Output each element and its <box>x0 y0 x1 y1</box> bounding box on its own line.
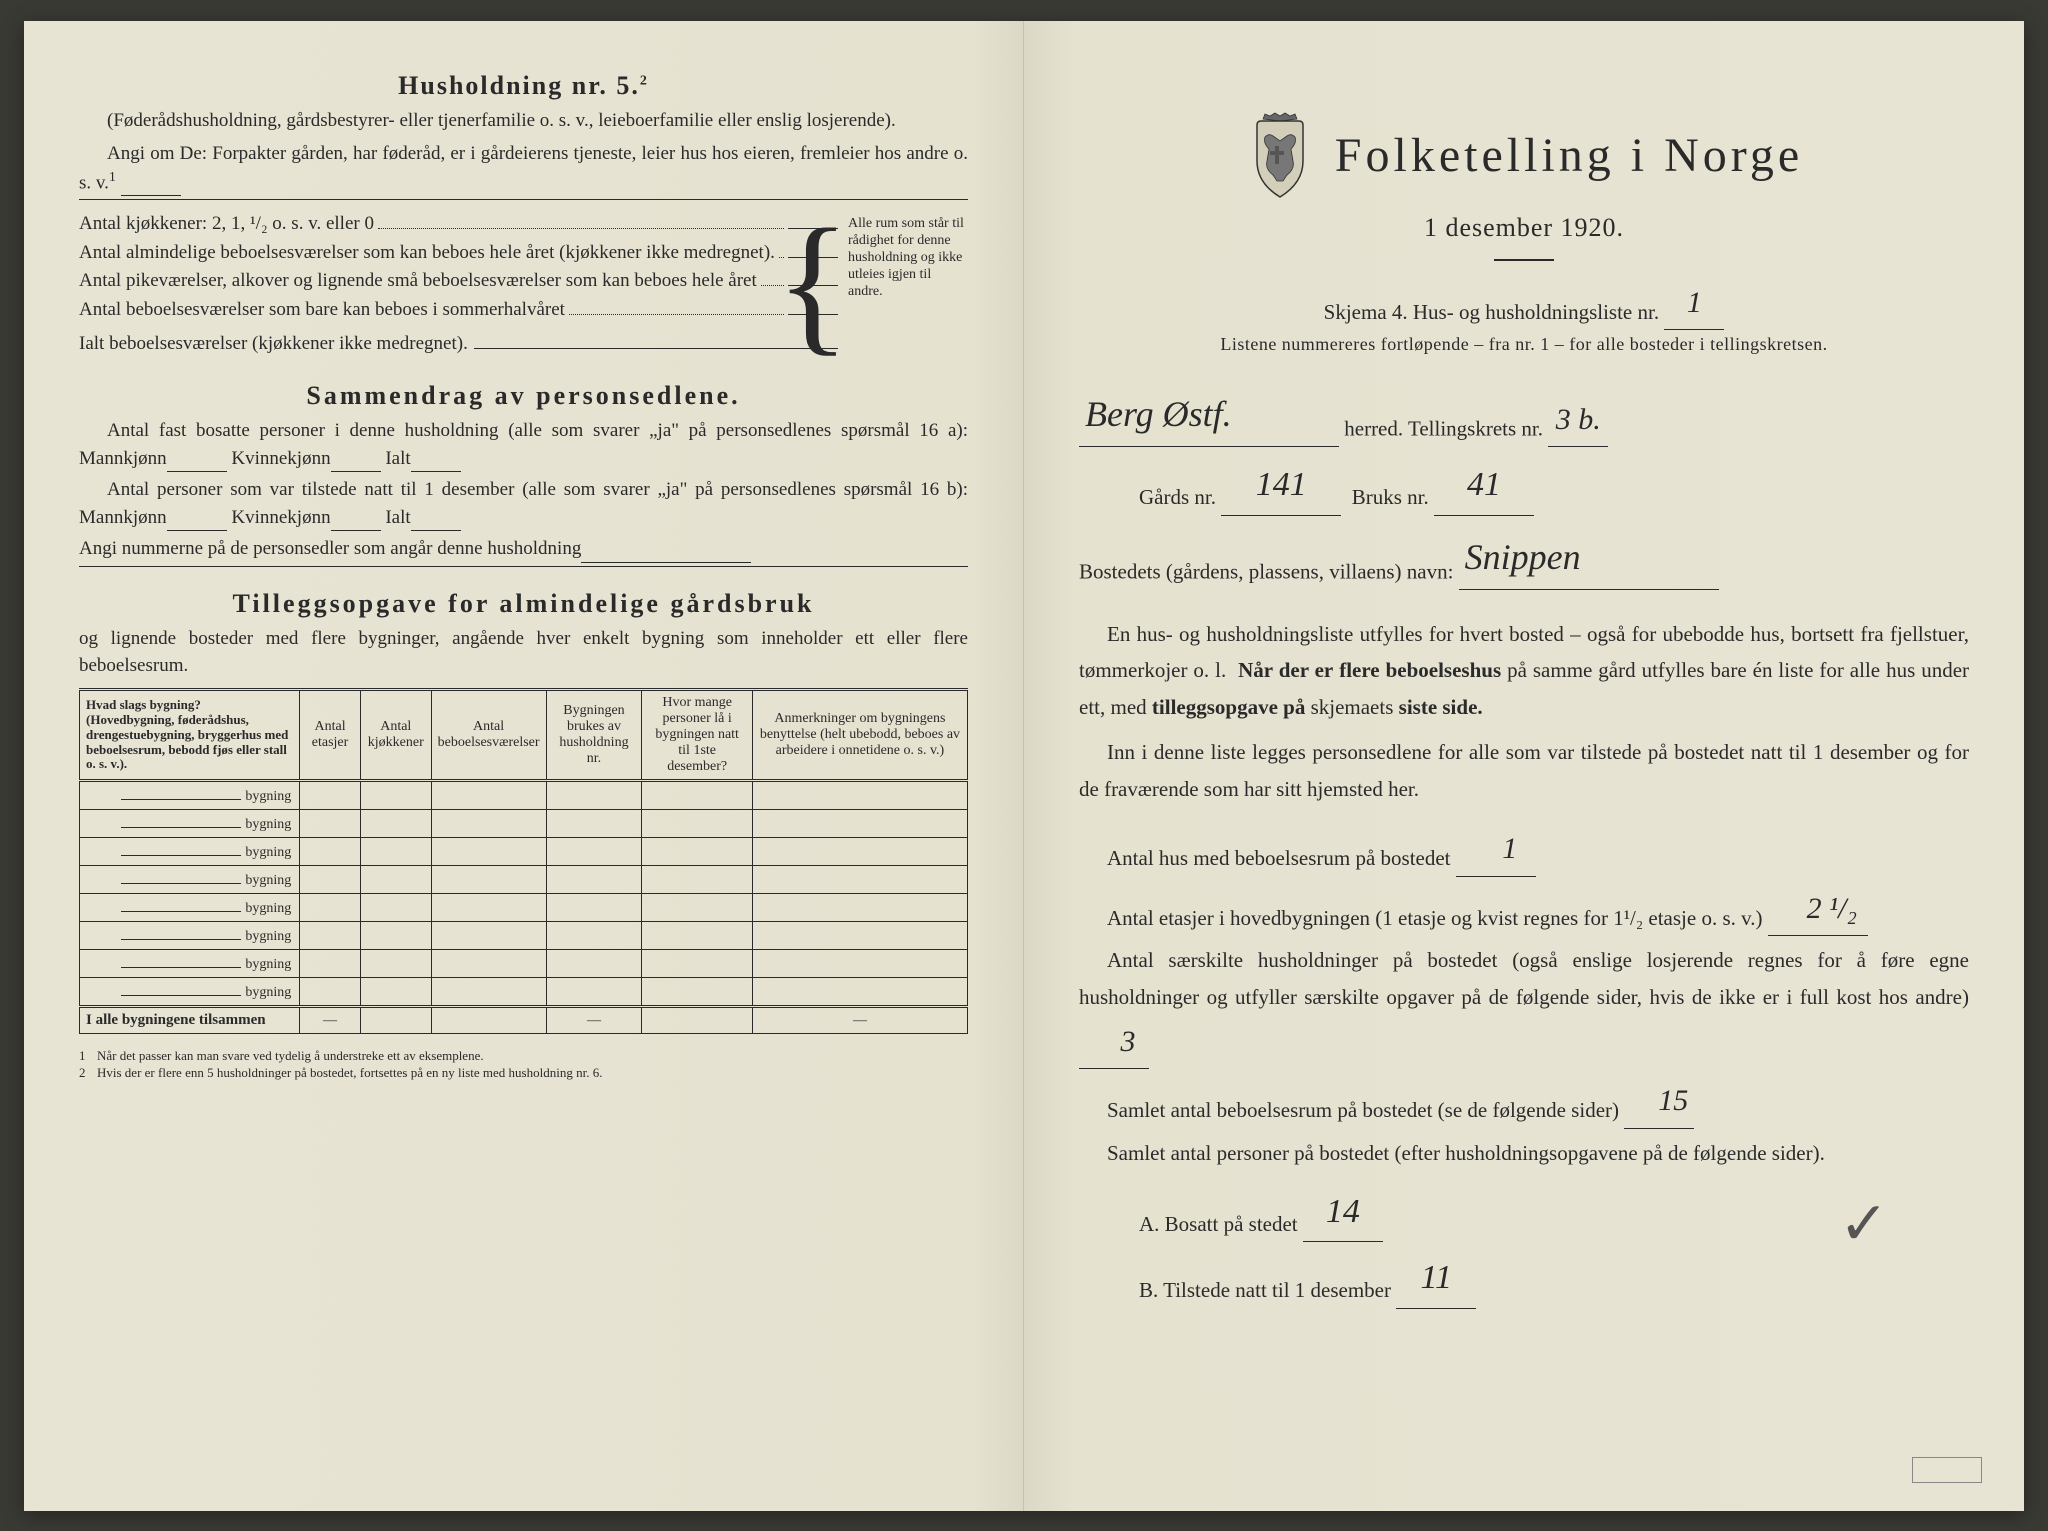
bruks-field: 41 <box>1434 455 1534 516</box>
table-row: bygning <box>80 950 968 978</box>
title-block: Folketelling i Norge 1 desember 1920. <box>1079 111 1969 261</box>
footnotes: 1Når det passer kan man svare ved tydeli… <box>79 1048 968 1082</box>
coat-of-arms-icon <box>1245 111 1315 201</box>
samlet-pers-line: Samlet antal personer på bostedet (efter… <box>1079 1135 1969 1172</box>
para1: En hus- og husholdningsliste utfylles fo… <box>1079 616 1969 726</box>
total-cell <box>360 1007 431 1034</box>
th-type: Hvad slags bygning? (Hovedbygning, føder… <box>80 689 300 780</box>
tillegg-title: Tilleggsopgave for almindelige gårdsbruk <box>79 589 968 619</box>
blank-line-2 <box>79 566 968 567</box>
table-row: bygning <box>80 866 968 894</box>
sarskilte-field: 3 <box>1079 1016 1149 1070</box>
tillegg-desc: og lignende bosteder med flere bygninger… <box>79 625 968 680</box>
th-etasjer: Antal etasjer <box>300 689 361 780</box>
total-dash: — <box>752 1007 967 1034</box>
herred-line: Berg Østf. herred. Tellingskrets nr. 3 b… <box>1079 383 1969 447</box>
table-row: bygning <box>80 922 968 950</box>
sammendrag-line1: Antal fast bosatte personer i denne hush… <box>79 417 968 472</box>
room-line-2: Antal beboelsesværelser som bare kan beb… <box>79 296 838 325</box>
bosted-field: Snippen <box>1459 526 1719 590</box>
kjokkener-line: Antal kjøkkener: 2, 1, ¹/₂ o. s. v. elle… <box>79 210 838 239</box>
room-line-3: Ialt beboelsesværelser (kjøkkener ikke m… <box>79 330 838 359</box>
total-cell <box>642 1007 752 1034</box>
table-row: bygning <box>80 838 968 866</box>
gards-line: Gårds nr. 141 Bruks nr. 41 <box>1079 455 1969 516</box>
th-brukes: Bygningen brukes av husholdning nr. <box>546 689 642 780</box>
table-row: bygning <box>80 781 968 810</box>
th-personer: Hvor mange personer lå i bygningen natt … <box>642 689 752 780</box>
brace-text: Alle rum som står til rådighet for denne… <box>848 216 968 300</box>
checkmark-icon: ✓ <box>1839 1172 1889 1277</box>
para2: Inn i denne liste legges personsedlene f… <box>1079 734 1969 808</box>
krets-field: 3 b. <box>1548 394 1608 448</box>
building-table: Hvad slags bygning? (Hovedbygning, føder… <box>79 688 968 1034</box>
rooms-block: Antal kjøkkener: 2, 1, ¹/₂ o. s. v. elle… <box>79 210 968 359</box>
total-cell <box>431 1007 546 1034</box>
divider <box>1494 259 1554 261</box>
angi-text: Angi om De: Forpakter gården, har føderå… <box>79 140 968 196</box>
etasjer-field: 2 ¹/₂ <box>1768 883 1868 937</box>
samlet-rum-field: 15 <box>1624 1075 1694 1129</box>
etasjer-line: Antal etasjer i hovedbygningen (1 etasje… <box>1079 883 1969 937</box>
table-row: bygning <box>80 810 968 838</box>
sammendrag-title: Sammendrag av personsedlene. <box>79 381 968 411</box>
brace-icon: { <box>776 210 850 357</box>
census-document: Husholdning nr. 5.2 (Føderådshusholdning… <box>24 21 2024 1511</box>
total-label: I alle bygningene tilsammen <box>80 1007 300 1034</box>
tilstede-field: 11 <box>1396 1248 1476 1309</box>
husholdning-desc: (Føderådshusholdning, gårdsbestyrer- ell… <box>79 107 968 135</box>
bosatt-line: A. Bosatt på stedet 14 ✓ <box>1079 1182 1969 1243</box>
listene-text: Listene nummereres fortløpende – fra nr.… <box>1079 334 1969 355</box>
printer-stamp <box>1912 1457 1982 1483</box>
antal-hus-line: Antal hus med beboelsesrum på bostedet 1 <box>1079 823 1969 877</box>
skjema-line: Skjema 4. Hus- og husholdningsliste nr. … <box>1079 277 1969 331</box>
room-line-0: Antal almindelige beboelsesværelser som … <box>79 239 838 268</box>
sarskilte-line: Antal særskilte husholdninger på bostede… <box>1079 942 1969 1069</box>
room-line-1: Antal pikeværelser, alkover og lignende … <box>79 267 838 296</box>
th-vaerelser: Antal beboelsesværelser <box>431 689 546 780</box>
husholdning-title: Husholdning nr. 5.2 <box>79 71 968 101</box>
subtitle: 1 desember 1920. <box>1079 213 1969 243</box>
main-title: Folketelling i Norge <box>1335 128 1803 183</box>
bosted-line: Bostedets (gårdens, plassens, villaens) … <box>1079 526 1969 590</box>
th-kjokkener: Antal kjøkkener <box>360 689 431 780</box>
right-page: Folketelling i Norge 1 desember 1920. Sk… <box>1024 21 2024 1511</box>
th-anmerk: Anmerkninger om bygningens benyttelse (h… <box>752 689 967 780</box>
liste-nr-field: 1 <box>1664 277 1724 331</box>
sammendrag-line2: Antal personer som var tilstede natt til… <box>79 476 968 531</box>
total-dash: — <box>300 1007 361 1034</box>
samlet-rum-line: Samlet antal beboelsesrum på bostedet (s… <box>1079 1075 1969 1129</box>
gards-field: 141 <box>1221 455 1341 516</box>
total-dash: — <box>546 1007 642 1034</box>
table-row: bygning <box>80 978 968 1007</box>
sammendrag-section: Sammendrag av personsedlene. Antal fast … <box>79 381 968 567</box>
antal-hus-field: 1 <box>1456 823 1536 877</box>
herred-field: Berg Østf. <box>1079 383 1339 447</box>
tilstede-line: B. Tilstede natt til 1 desember 11 <box>1079 1248 1969 1309</box>
tillegg-section: Tilleggsopgave for almindelige gårdsbruk… <box>79 589 968 1035</box>
angi-numrene: Angi nummerne på de personsedler som ang… <box>79 535 968 563</box>
bosatt-field: 14 <box>1303 1182 1383 1243</box>
table-row: bygning <box>80 894 968 922</box>
left-page: Husholdning nr. 5.2 (Føderådshusholdning… <box>24 21 1024 1511</box>
